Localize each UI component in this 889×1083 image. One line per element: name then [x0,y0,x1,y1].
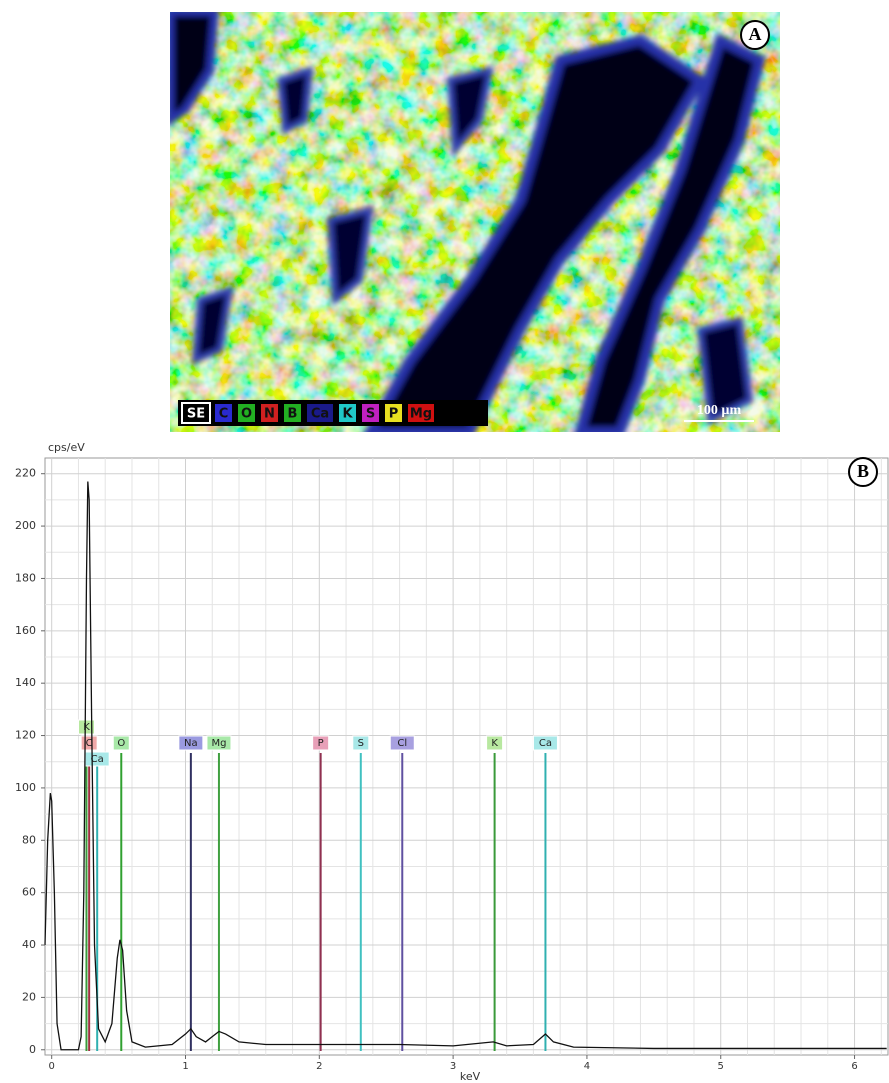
map-legend: SE C O N B Ca K S P Mg [181,402,436,424]
legend-swatch [259,402,280,424]
legend-swatch [213,402,234,424]
peak-label-box [112,735,130,751]
legend-label: P [389,407,399,422]
y-tick-label: 160 [15,624,36,637]
legend-label: B [288,407,298,422]
x-tick-label: 0 [49,1061,55,1072]
x-tick-label: 4 [584,1061,590,1072]
y-tick-label: 40 [22,938,36,951]
spectrum [44,481,887,1051]
legend-label: S [366,407,375,422]
peak-label: S [358,738,364,749]
x-tick-label: 2 [316,1061,322,1072]
legend-label: SE [187,407,205,422]
peak-label-box [312,735,330,751]
legend-swatch [305,402,335,424]
peak-label: Ca [539,738,552,749]
y-tick-label: 220 [15,467,36,480]
legend-swatch [236,402,257,424]
x-tick-label: 1 [182,1061,188,1072]
y-tick-label: 120 [15,729,36,742]
panel-badge [740,20,770,50]
y-tick-label: 200 [15,519,36,532]
legend-swatch [337,402,358,424]
dark-regions [170,12,766,432]
y-tick-label: 80 [22,833,36,846]
peak-label-box [178,735,204,751]
legend-label: K [342,407,353,422]
x-tick-label: 6 [851,1061,857,1072]
legend-label: C [219,407,229,422]
peak-label: Ca [91,754,104,765]
peak-label: Cl [397,738,407,749]
peak-label-box [206,735,232,751]
peak-label-box [77,719,95,735]
y-tick-label: 180 [15,571,36,584]
peak-label: K [83,722,90,733]
legend-label: O [241,407,252,422]
grid [45,458,888,1055]
legend-label: N [264,407,275,422]
peak-label: O [117,738,125,749]
scale-bar-label: 100 µm [697,403,742,418]
panel-badge [848,457,878,487]
y-axis-label: cps/eV [48,441,85,454]
y-tick-label: 0 [29,1043,36,1056]
peak-label-box [486,735,504,751]
peak-label-box [532,735,558,751]
y-tick-label: 60 [22,886,36,899]
panel-label: B [857,461,869,481]
legend-swatch [282,402,303,424]
peak-label-box [352,735,370,751]
legend-swatch [181,402,211,424]
legend-swatch [406,402,436,424]
plot-area [44,457,889,1056]
peak-label: Na [184,738,198,749]
peak-label: K [491,738,498,749]
y-tick-label: 140 [15,676,36,689]
legend-swatch [383,402,404,424]
x-tick-label: 3 [450,1061,456,1072]
x-tick-label: 5 [718,1061,724,1072]
y-tick-label: 20 [22,990,36,1003]
legend-label: Ca [311,407,329,422]
peak-label: P [318,738,324,749]
element-map: SE C O N B Ca K S P Mg 100 µm A [170,12,780,432]
x-axis-label: keV [460,1070,481,1083]
peak-label: C [86,738,93,749]
spectrum-line [44,481,887,1051]
panel-label: A [749,24,762,44]
y-tick-label: 100 [15,781,36,794]
legend-swatch [360,402,381,424]
peak-label: Mg [211,738,226,749]
peak-label-box [389,735,415,751]
legend-label: Mg [410,407,432,422]
